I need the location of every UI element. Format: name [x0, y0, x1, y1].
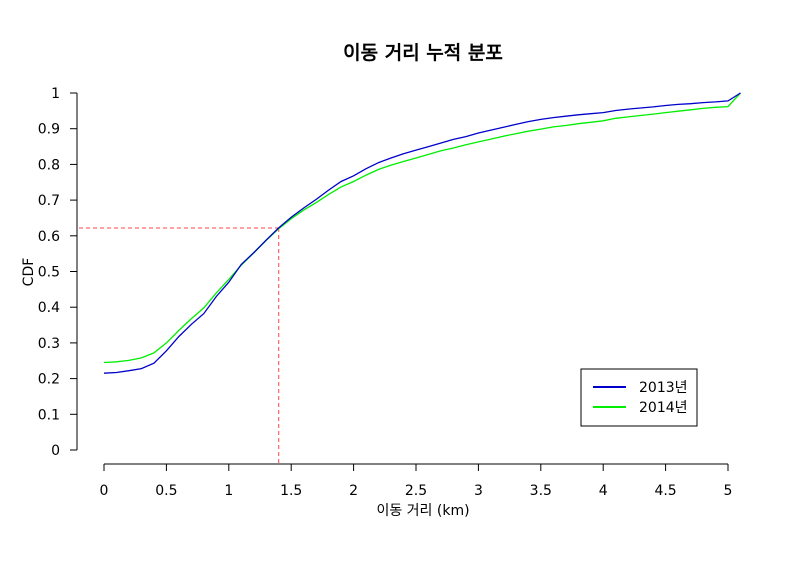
- y-tick-label: 0.6: [38, 229, 60, 245]
- legend-box: [580, 368, 698, 427]
- y-tick-label: 0.1: [38, 407, 60, 423]
- y-tick-label: 0.4: [38, 300, 60, 316]
- x-tick-label: 2.5: [405, 483, 427, 499]
- y-tick-label: 0.8: [38, 157, 60, 173]
- x-tick-label: 3.5: [530, 483, 552, 499]
- y-tick-label: 0.2: [38, 372, 60, 388]
- y-tick-label: 0.3: [38, 336, 60, 352]
- y-tick-label: 0.5: [38, 265, 60, 281]
- legend: 2013년 2014년: [580, 368, 698, 427]
- x-axis-title: 이동 거리 (km): [376, 503, 469, 519]
- x-tick-label: 4.5: [654, 483, 676, 499]
- x-tick-label: 1: [224, 483, 233, 499]
- y-axis-title: CDF: [21, 258, 37, 287]
- x-tick-label: 0: [100, 483, 109, 499]
- y-tick-label: 0: [51, 443, 60, 459]
- x-tick-label: 4: [599, 483, 608, 499]
- y-tick-label: 0.9: [38, 122, 60, 138]
- x-tick-label: 1.5: [280, 483, 302, 499]
- x-tick-label: 0.5: [155, 483, 177, 499]
- series-line-2014년: [103, 92, 741, 364]
- legend-label: 2013년: [639, 380, 688, 396]
- x-axis: 0 0.5 1 1.5 2 2.5 3 3.5 4 4.5 5: [100, 463, 733, 499]
- x-tick-label: 3: [474, 483, 483, 499]
- chart-title: 이동 거리 누적 분포: [343, 42, 503, 64]
- series-line-2013년: [103, 92, 741, 374]
- legend-label: 2014년: [639, 400, 688, 416]
- y-tick-label: 1: [51, 86, 60, 102]
- series-lines: [103, 92, 741, 374]
- reference-lines: [79, 227, 280, 464]
- y-axis: 0 0.1 0.2 0.3 0.4 0.5 0.6 0.7 0.8 0.9 1: [38, 86, 78, 459]
- x-tick-label: 5: [724, 483, 733, 499]
- x-tick-label: 2: [349, 483, 358, 499]
- y-tick-label: 0.7: [38, 193, 60, 209]
